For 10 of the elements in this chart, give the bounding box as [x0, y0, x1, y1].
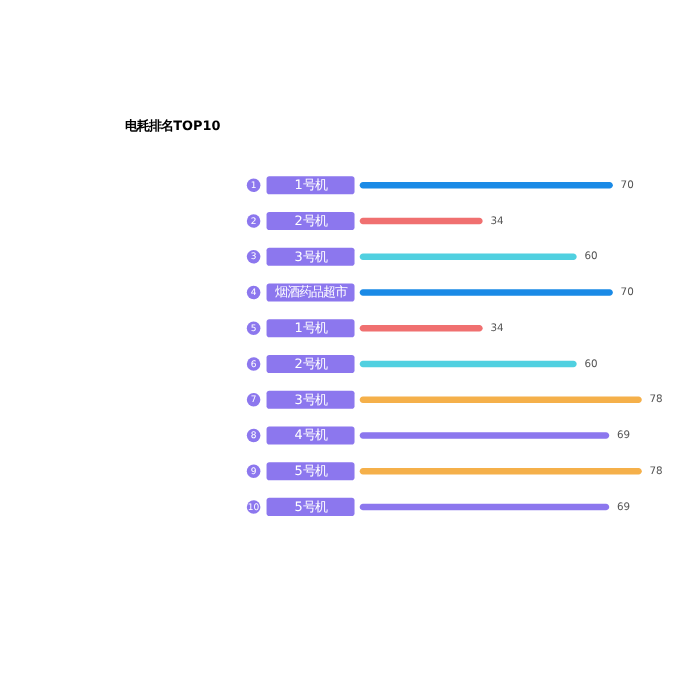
- bar: [359, 360, 577, 368]
- bar: [359, 217, 483, 225]
- bar: [359, 182, 613, 189]
- bar: [359, 253, 577, 261]
- bar: [359, 289, 613, 296]
- bar: [359, 432, 610, 439]
- bar: [359, 467, 642, 475]
- bar: [359, 325, 483, 332]
- bar: [359, 396, 642, 403]
- bar: [359, 503, 610, 511]
